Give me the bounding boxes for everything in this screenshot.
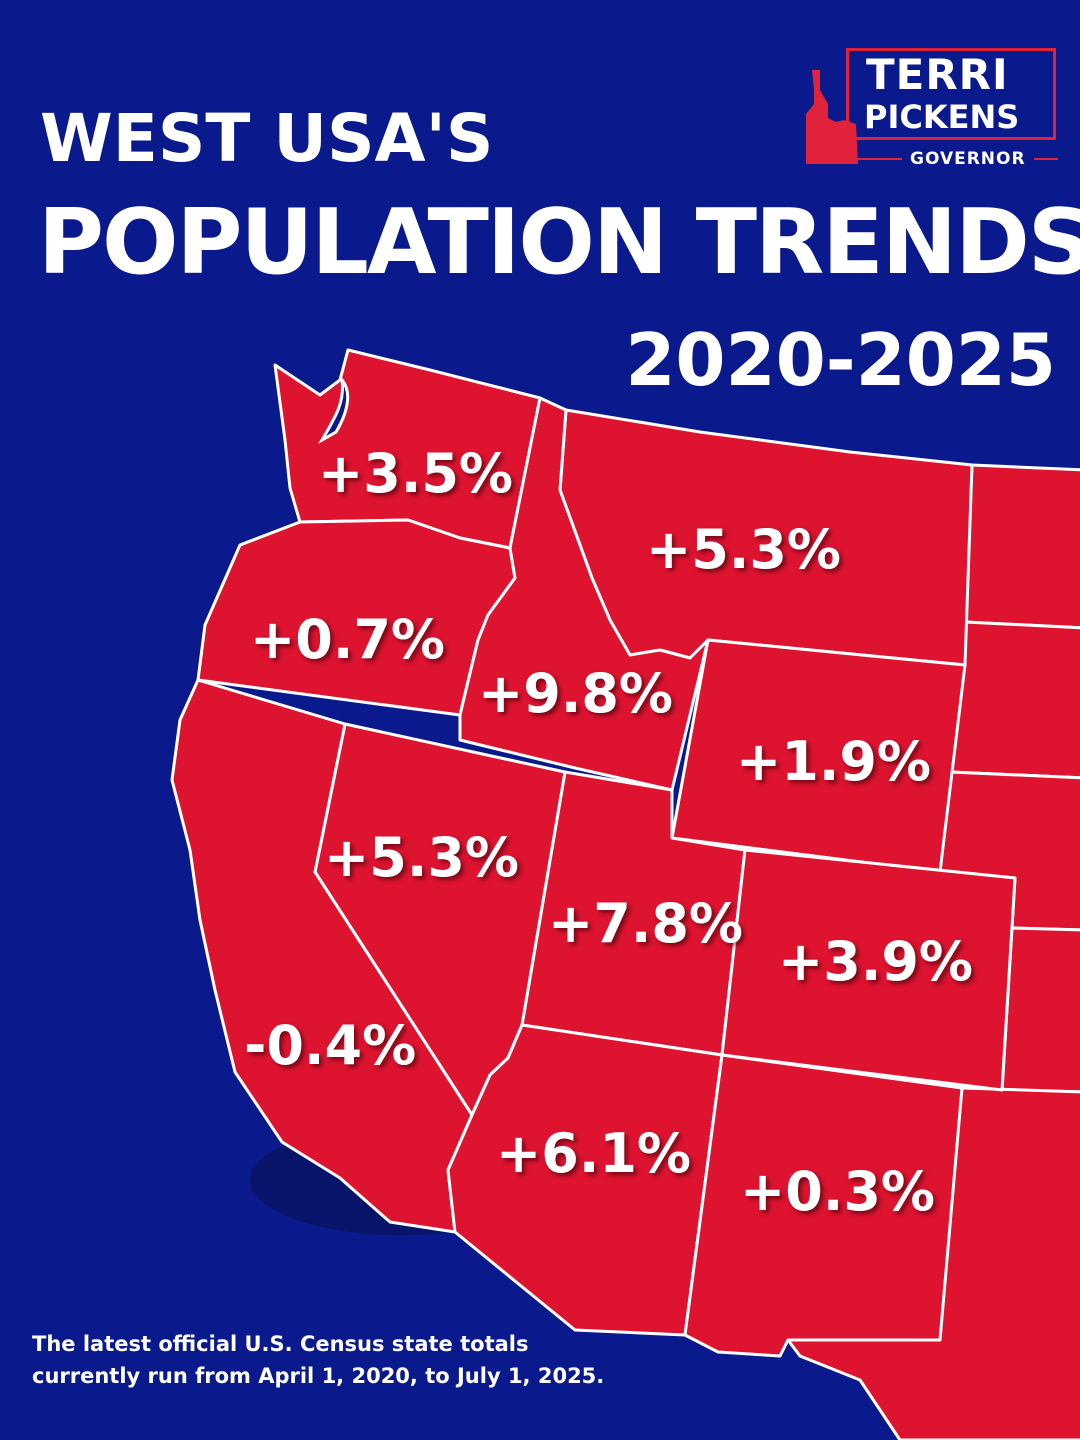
label-arizona: +6.1%	[496, 1122, 692, 1185]
label-california: -0.4%	[244, 1014, 417, 1077]
state-kansas	[1000, 926, 1080, 1094]
logo-first-name: TERRI	[866, 50, 1009, 99]
state-north-dakota	[963, 463, 1080, 630]
label-utah: +7.8%	[548, 892, 744, 955]
footnote-line-1: The latest official U.S. Census state to…	[32, 1332, 529, 1356]
label-washington: +3.5%	[318, 442, 514, 505]
logo-office: GOVERNOR	[902, 146, 1034, 172]
label-montana: +5.3%	[646, 518, 842, 581]
state-california	[170, 678, 474, 1234]
logo-last-name: PICKENS	[864, 98, 1020, 136]
state-south-dakota	[948, 620, 1080, 780]
label-idaho: +9.8%	[478, 662, 674, 725]
idaho-state-icon	[806, 70, 858, 164]
state-colorado	[720, 848, 1017, 1092]
label-oregon: +0.7%	[250, 608, 446, 671]
state-idaho	[458, 396, 710, 792]
footnote-line-2: currently run from April 1, 2020, to Jul…	[32, 1364, 605, 1388]
title-line-1: WEST USA'S	[40, 100, 494, 177]
title-line-2: POPULATION TRENDS	[38, 190, 1080, 295]
label-new-mexico: +0.3%	[740, 1160, 936, 1223]
label-nevada: +5.3%	[324, 826, 520, 889]
label-wyoming: +1.9%	[736, 730, 932, 793]
puget-sound	[317, 375, 350, 445]
label-colorado: +3.9%	[778, 930, 974, 993]
title-years: 2020-2025	[625, 318, 1056, 402]
state-new-mexico	[683, 1053, 964, 1358]
campaign-logo: TERRI PICKENS GOVERNOR	[806, 48, 1058, 172]
footnote: The latest official U.S. Census state to…	[32, 1328, 604, 1392]
logo-frame	[846, 48, 1056, 140]
